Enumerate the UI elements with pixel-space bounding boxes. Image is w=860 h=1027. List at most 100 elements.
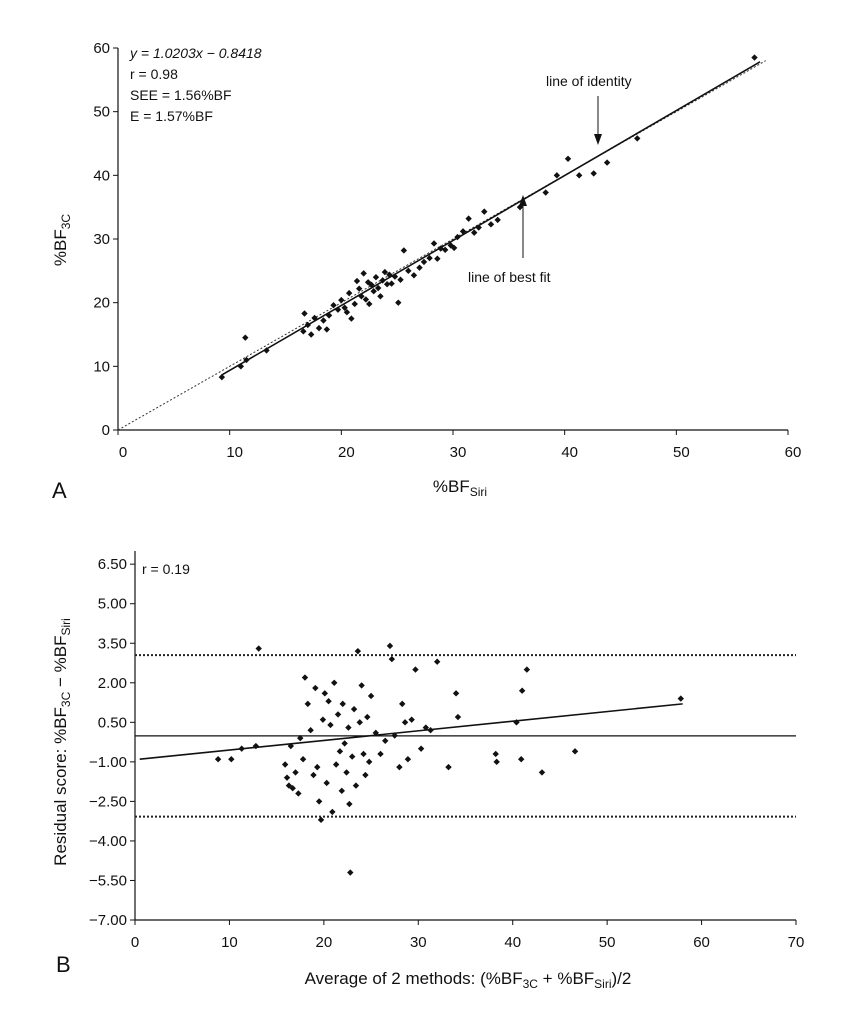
panel-a-x-tick-label: 10 <box>226 444 243 461</box>
panel-a-data-point <box>323 326 331 333</box>
panel-b-y-tick-label: −1.00 <box>89 754 127 771</box>
panel-a-data-point <box>353 277 361 285</box>
panel-b-y-tick-label: −7.00 <box>89 912 127 929</box>
panel-b-data-point <box>382 737 389 744</box>
panel-a-data-point <box>459 228 467 235</box>
panel-a-data-point <box>345 289 353 297</box>
panel-b-data-point <box>346 800 353 808</box>
panel-b-y-tick-label: −2.50 <box>89 793 127 810</box>
panel-b-data-point <box>401 719 409 726</box>
panel-b-data-point <box>289 785 296 792</box>
panel-b-data-point <box>454 713 462 721</box>
panel-a-data-point <box>243 356 250 364</box>
panel-b-data-point <box>339 700 346 708</box>
panel-b-data-point <box>228 756 235 763</box>
panel-a-data-point <box>315 324 323 332</box>
panel-b-data-point <box>332 761 340 768</box>
panel-b-x-tick-label: 10 <box>221 934 238 951</box>
panel-b-data-point <box>445 763 452 771</box>
panel-a-data-point <box>366 300 373 308</box>
panel-a-data-point <box>391 273 399 280</box>
panel-b-data-point <box>343 769 350 776</box>
panel-a-data-point <box>325 312 333 319</box>
panel-b-y-tick-label: −4.00 <box>89 833 127 850</box>
panel-a-data-point <box>388 280 395 287</box>
panel-a-data-points <box>218 54 758 381</box>
panel-a-data-point <box>320 317 327 324</box>
panel-a-data-point <box>304 321 312 329</box>
panel-a-stat-r: r = 0.98 <box>130 66 178 82</box>
panel-a-data-point <box>575 172 583 179</box>
panel-a-data-point <box>263 347 270 354</box>
panel-b-data-point <box>396 763 403 771</box>
line-of-identity-arrowhead <box>594 134 602 145</box>
panel-b-data-point <box>299 756 307 763</box>
panel-a-data-point <box>381 268 389 276</box>
panel-a-data-point <box>372 274 380 281</box>
panel-a-data-point <box>430 240 438 247</box>
panel-a-data-point <box>300 328 307 335</box>
panel-b-data-point <box>325 698 332 705</box>
panel-a-data-point <box>334 306 342 313</box>
panel-b-data-point <box>358 682 365 689</box>
panel-a-data-point <box>553 172 561 179</box>
panel-b-y-tick-label: 2.00 <box>98 675 127 692</box>
panel-b-x-axis-label: Average of 2 methods: (%BF3C + %BFSiri)/… <box>305 969 632 991</box>
panel-a-data-point <box>242 334 249 341</box>
panel-a-stat-equation: y = 1.0203x − 0.8418 <box>129 45 262 61</box>
panel-b-data-point <box>285 782 293 789</box>
panel-a-y-axis-label: %BF3C <box>51 214 73 267</box>
panel-a-data-point <box>370 288 377 295</box>
panel-a-data-point <box>360 270 367 277</box>
panel-a-y-tick-label: 20 <box>93 295 110 312</box>
panel-b-data-point <box>404 756 412 763</box>
panel-b-data-point <box>386 642 394 650</box>
panel-b-data-point <box>297 734 304 742</box>
panel-b-data-point <box>331 679 338 686</box>
panel-a-x-axis-label: %BFSiri <box>433 477 487 499</box>
panel-b-data-point <box>427 727 434 734</box>
panel-a-data-point <box>218 373 226 381</box>
panel-b-letter: B <box>56 952 71 977</box>
panel-b-data-point <box>329 808 336 816</box>
panel-a-data-point <box>348 315 355 322</box>
panel-b-y-tick-label: 6.50 <box>98 556 127 573</box>
panel-a-data-point <box>368 281 375 289</box>
panel-b-data-point <box>307 727 314 734</box>
panel-b-data-point <box>312 684 319 692</box>
residual-trend-line <box>139 703 683 761</box>
panel-a-y-tick-label: 30 <box>93 231 110 248</box>
panel-b-data-point <box>315 798 323 805</box>
panel-a-data-point <box>420 258 428 266</box>
panel-b-data-point <box>350 705 358 713</box>
panel-b-data-point <box>677 695 684 702</box>
panel-a-x-tick-label: 40 <box>561 444 578 461</box>
panel-b-data-point <box>327 721 334 729</box>
panel-b-data-point <box>252 742 260 750</box>
panel-b-data-point <box>255 645 262 652</box>
panel-b-data-point <box>367 692 375 700</box>
panel-a-data-point <box>343 309 351 316</box>
panel-b-data-point <box>319 716 327 723</box>
panel-b-data-point <box>523 666 531 673</box>
panel-a-y-tick-label: 40 <box>93 167 110 184</box>
panel-a-data-point <box>603 159 611 166</box>
panel-b-y-tick-label: 0.50 <box>98 714 127 731</box>
panel-b-data-point <box>321 690 329 697</box>
panel-b-data-point <box>391 732 398 739</box>
panel-a-data-point <box>374 284 382 292</box>
panel-a-data-point <box>338 296 345 304</box>
panel-b-data-point <box>422 724 430 731</box>
panel-b-x-tick-label: 20 <box>316 934 333 951</box>
panel-b-tick-labels: 6.50 5.00 3.50 2.00 0.50 −1.00 −2.50 −4.00 −5.50… <box>89 556 804 951</box>
panel-b-data-point <box>372 729 379 737</box>
panel-b-data-point <box>365 758 373 766</box>
panel-b-x-tick-label: 60 <box>693 934 710 951</box>
panel-b-y-axis-label: Residual score: %BF3C − %BFSiri <box>51 618 73 866</box>
panel-a-data-point <box>383 281 391 288</box>
panel-a-data-point <box>400 247 408 254</box>
panel-a-data-point <box>356 285 363 292</box>
panel-b-data-point <box>334 711 342 718</box>
panel-b-x-tick-label: 40 <box>504 934 521 951</box>
panel-a-letter: A <box>52 478 67 503</box>
